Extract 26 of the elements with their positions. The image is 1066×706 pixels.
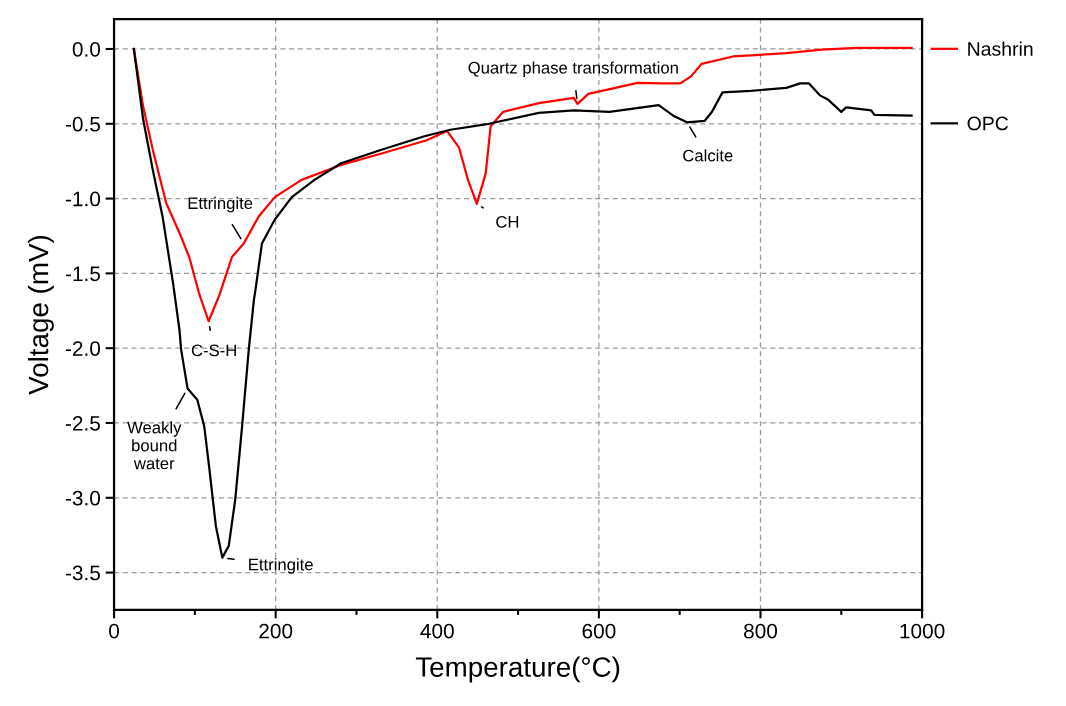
x-tick-label: 0 [109,623,120,639]
annotation: C-S-H [191,344,236,357]
annotation: Ettringite [188,196,253,213]
legend-label: Nashrin [968,41,1033,56]
y-tick-label: -3.5 [65,565,100,581]
y-tick-label: -3.0 [65,490,101,506]
x-tick-label: 600 [582,623,616,639]
annotation: Calcite [683,149,733,162]
y-tick-label: -1.5 [65,266,100,282]
annotation: CH [496,215,519,228]
x-tick-label: 200 [259,623,293,639]
x-tick-label: 400 [420,623,454,639]
y-tick-label: 0.0 [72,41,101,57]
annotation: Ettringite [249,558,313,574]
y-tick-label: -1.0 [65,191,101,207]
y-axis-title: Voltage (mV) [27,235,54,395]
annotation: Weakly bound water [127,421,182,470]
x-tick-label: 800 [744,623,778,639]
legend-label: OPC [967,116,1009,131]
x-axis-title: Temperature(°C) [415,656,620,683]
annotation: Quartz phase transformation [468,61,678,77]
line-series [132,46,913,323]
y-tick-label: -0.5 [65,116,100,132]
x-tick-label: 1000 [900,623,945,639]
y-tick-label: -2.0 [65,341,101,356]
y-tick-label: -2.5 [65,415,100,431]
